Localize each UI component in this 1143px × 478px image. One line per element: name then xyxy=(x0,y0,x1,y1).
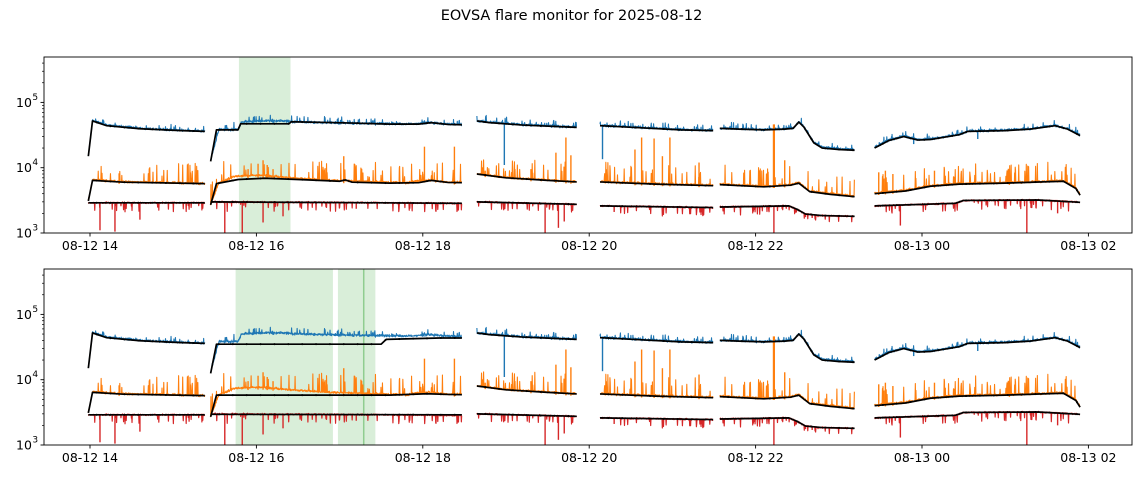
flare-monitor-chart-canvas xyxy=(0,0,1143,478)
flare-monitor-figure: EOVSA flare monitor for 2025-08-12 xyxy=(0,0,1143,478)
